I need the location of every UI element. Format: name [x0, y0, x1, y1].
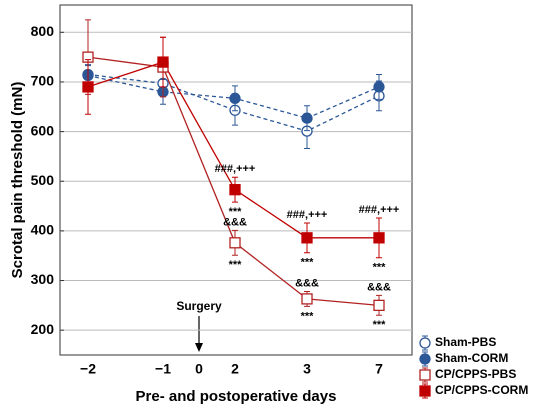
legend-marker	[419, 369, 431, 381]
x-tick-label: −1	[155, 361, 171, 377]
x-tick-label: 7	[375, 361, 383, 377]
y-tick-label: 500	[31, 172, 55, 188]
annotation: ###,+++	[287, 209, 328, 221]
annotation: ***	[301, 310, 315, 322]
legend-marker	[419, 385, 431, 397]
annotation: ###,+++	[215, 163, 256, 175]
annotation: &&&	[367, 281, 391, 293]
marker	[373, 299, 385, 312]
annotation: &&&	[223, 216, 247, 228]
legend-marker	[419, 353, 431, 365]
annotation: ***	[301, 257, 315, 269]
marker	[301, 112, 313, 124]
legend-marker	[419, 337, 431, 349]
annotation: ***	[229, 259, 243, 271]
x-tick-label: 2	[231, 361, 239, 377]
x-tick-label: 0	[195, 361, 203, 377]
marker	[373, 81, 385, 93]
annotation: &&&	[295, 277, 319, 289]
marker	[301, 293, 313, 305]
marker	[157, 56, 169, 68]
y-axis-label: Scrotal pain threshold (mN)	[9, 82, 26, 279]
legend-label: Sham-PBS	[435, 335, 496, 349]
y-tick-label: 600	[31, 122, 55, 138]
marker	[373, 232, 385, 244]
marker	[229, 92, 241, 104]
legend-label: CP/CPPS-CORM	[435, 383, 528, 397]
x-tick-label: 3	[303, 361, 311, 377]
legend-label: CP/CPPS-PBS	[435, 367, 516, 381]
surgery-arrowhead	[195, 343, 203, 352]
y-tick-label: 400	[31, 222, 55, 238]
y-tick-label: 300	[31, 271, 55, 287]
annotation: ***	[373, 262, 387, 274]
x-axis-label: Pre- and postoperative days	[136, 388, 337, 405]
marker	[301, 232, 313, 244]
annotation: ***	[373, 319, 387, 331]
surgery-label: Surgery	[176, 299, 222, 313]
x-tick-label: −2	[80, 361, 96, 377]
marker	[229, 184, 241, 196]
annotation: ###,+++	[359, 204, 400, 216]
y-tick-label: 800	[31, 23, 55, 39]
y-tick-label: 200	[31, 321, 55, 337]
marker	[82, 81, 94, 93]
plot-frame	[59, 4, 413, 356]
series-line	[87, 73, 380, 132]
marker	[229, 237, 241, 249]
annotation: ***	[229, 206, 243, 218]
legend-label: Sham-CORM	[435, 351, 508, 365]
y-tick-label: 700	[31, 73, 55, 89]
